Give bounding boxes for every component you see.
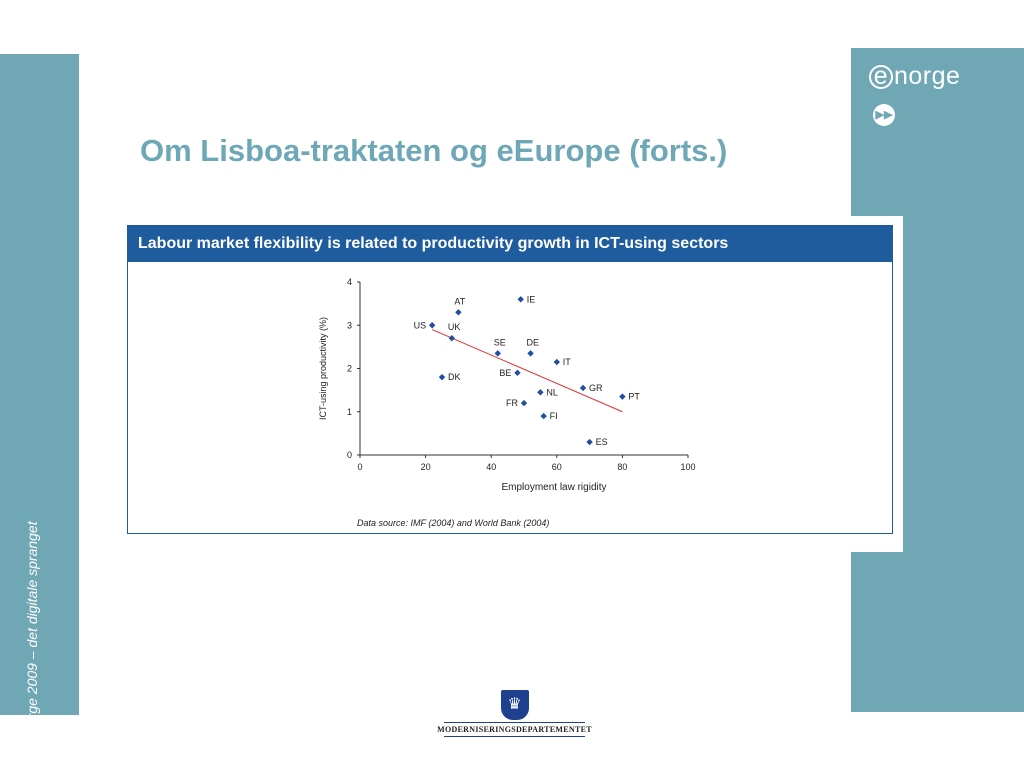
data-point-ie xyxy=(517,296,524,303)
data-point-fr xyxy=(520,399,528,407)
data-point-fi xyxy=(540,412,547,420)
data-point-de xyxy=(527,350,534,357)
data-point-pt xyxy=(619,393,626,400)
x-tick-label: 0 xyxy=(357,462,362,472)
data-point-es xyxy=(586,438,593,446)
data-label: GR xyxy=(589,383,603,393)
data-source-note: Data source: IMF (2004) and World Bank (… xyxy=(357,518,550,528)
x-tick-label: 80 xyxy=(617,462,627,472)
y-axis-label: ICT-using productivity (%) xyxy=(318,317,328,420)
trend-line xyxy=(431,329,623,413)
ministry-rule xyxy=(444,722,585,723)
data-label: IE xyxy=(527,294,536,304)
y-tick-label: 4 xyxy=(347,277,352,287)
data-point-it xyxy=(553,358,560,366)
data-point-dk xyxy=(438,373,446,381)
chart-frame: Labour market flexibility is related to … xyxy=(118,216,903,552)
data-point-be xyxy=(514,369,521,377)
y-tick-label: 0 xyxy=(347,450,352,460)
logo-text: norge xyxy=(894,62,961,90)
ministry-rule xyxy=(444,736,585,737)
data-label: FR xyxy=(506,398,518,408)
data-label: UK xyxy=(448,322,461,332)
coat-of-arms-icon: ♛ xyxy=(500,690,529,720)
data-label: FI xyxy=(550,411,558,421)
data-point-us xyxy=(428,322,436,329)
data-label: DE xyxy=(527,337,540,347)
data-point-gr xyxy=(579,384,587,392)
scatter-chart: 0 20 40 60 80 100 0 1 2 3 4 Employment law rigidity… xyxy=(318,277,696,493)
page-title: Om Lisboa-traktaten og eEurope (forts.) xyxy=(140,133,728,168)
data-label: BE xyxy=(499,368,511,378)
data-label: SE xyxy=(494,337,506,347)
y-tick-label: 3 xyxy=(347,320,352,330)
x-tick-label: 40 xyxy=(486,462,496,472)
data-point-se xyxy=(494,350,501,357)
data-label: PT xyxy=(628,392,640,402)
data-label: DK xyxy=(448,372,461,382)
data-point-nl xyxy=(537,389,544,396)
chart-title: Labour market flexibility is related to … xyxy=(128,226,892,262)
left-side-band: eNorge 2009 – det digitale spranget xyxy=(0,54,79,744)
data-label: AT xyxy=(454,296,465,306)
enorge-logo: e norge xyxy=(869,62,960,91)
data-label: ES xyxy=(596,437,608,447)
data-label: US xyxy=(414,320,427,330)
x-axis-label: Employment law rigidity xyxy=(501,482,606,493)
footer-side-text: eNorge 2009 – det digitale spranget xyxy=(24,521,40,744)
chart-box: Labour market flexibility is related to … xyxy=(127,225,893,534)
ministry-name: MODERNISERINGSDEPARTEMENTET xyxy=(437,725,592,734)
fast-forward-icon[interactable]: ▶▶ xyxy=(873,104,895,126)
y-tick-label: 2 xyxy=(347,364,352,374)
data-point-uk xyxy=(448,335,456,342)
data-label: IT xyxy=(563,357,572,367)
x-tick-label: 60 xyxy=(552,462,562,472)
logo-e: e xyxy=(869,64,893,89)
x-tick-label: 20 xyxy=(421,462,431,472)
x-tick-label: 100 xyxy=(680,462,695,472)
data-label: NL xyxy=(546,387,558,397)
ministry-logo: ♛ MODERNISERINGSDEPARTEMENTET xyxy=(432,690,597,739)
y-tick-label: 1 xyxy=(347,407,352,417)
data-point-at xyxy=(455,309,462,316)
